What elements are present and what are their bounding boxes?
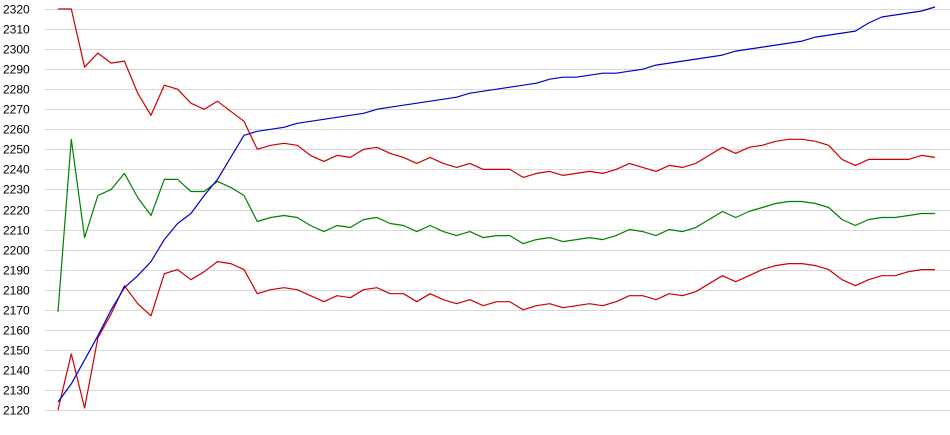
- series-lines: [57, 6, 936, 411]
- y-tick-label: 2210: [3, 224, 30, 238]
- y-tick-label: 2180: [3, 284, 30, 298]
- series-line-4: [57, 6, 936, 403]
- series-line-2: [57, 261, 935, 411]
- y-tick-label: 2270: [3, 103, 30, 117]
- y-tick-label: 2120: [3, 404, 30, 418]
- y-tick-label: 2290: [3, 63, 30, 77]
- y-tick-label: 2200: [3, 244, 30, 258]
- y-tick-label: 2300: [3, 43, 30, 57]
- y-tick-label: 2160: [3, 324, 30, 338]
- y-tick-label: 2260: [3, 123, 30, 137]
- y-tick-label: 2320: [3, 3, 30, 17]
- series-line-1: [58, 8, 936, 178]
- y-tick-label: 2310: [3, 23, 30, 37]
- y-tick-label: 2140: [3, 364, 30, 378]
- gridlines: [45, 9, 950, 411]
- y-tick-label: 2170: [3, 304, 30, 318]
- y-tick-label: 2220: [3, 204, 30, 218]
- y-tick-label: 2250: [3, 143, 30, 157]
- y-tick-label: 2240: [3, 163, 30, 177]
- y-tick-label: 2130: [3, 384, 30, 398]
- y-tick-label: 2190: [3, 264, 30, 278]
- y-tick-label: 2150: [3, 344, 30, 358]
- y-axis-tick-labels: 2120 2130 2140 2150 2160 2170 2180 2190 2200 2210…: [3, 3, 30, 418]
- y-tick-label: 2280: [3, 83, 30, 97]
- y-tick-label: 2230: [3, 183, 30, 197]
- series-line-3: [57, 138, 935, 312]
